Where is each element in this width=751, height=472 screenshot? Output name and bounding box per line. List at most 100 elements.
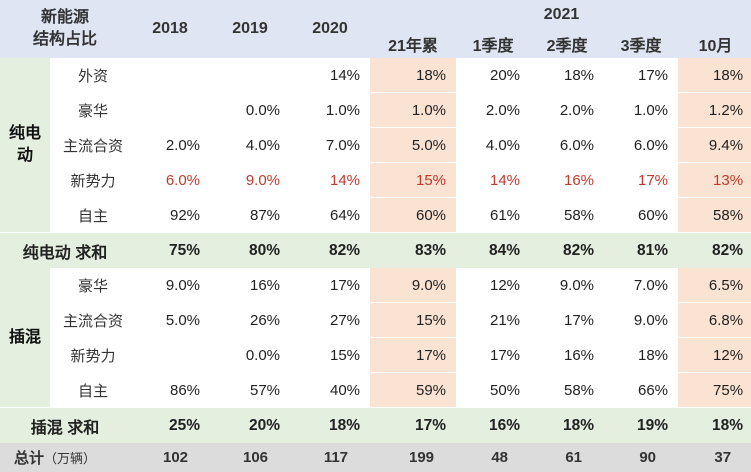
- table-cell: 5.0%: [370, 127, 457, 163]
- table-row: 自主 86% 57% 40% 59% 50% 58% 66% 75%: [0, 372, 751, 408]
- table-body: 纯电动外资 14% 18% 20% 18% 17% 18% 豪华 0.0% 1.0% 1.0% 2.0…: [0, 58, 751, 472]
- table-cell: 17%: [290, 268, 371, 303]
- row-label: 主流合资: [50, 127, 131, 163]
- table-cell: 1.0%: [370, 92, 457, 128]
- table-cell: 57%: [210, 372, 291, 408]
- table-row: 新势力 6.0% 9.0% 14% 15% 14% 16% 17% 13%: [0, 162, 751, 198]
- sum-cell: 19%: [604, 407, 679, 443]
- table-row: 自主 92% 87% 64% 60% 61% 58% 60% 58%: [0, 197, 751, 233]
- total-row: 总计（万辆） 102 106 117 199 48 61 90 37: [0, 443, 751, 472]
- table-cell: 9.0%: [130, 268, 211, 303]
- row-label: 外资: [50, 58, 131, 93]
- table-cell: 9.0%: [210, 162, 291, 198]
- table-cell: 9.4%: [678, 127, 751, 163]
- table-cell: 75%: [678, 372, 751, 408]
- total-cell: 48: [456, 443, 531, 472]
- table-cell: 18%: [678, 58, 751, 93]
- sum-cell: 18%: [530, 407, 605, 443]
- total-label: 总计（万辆）: [0, 443, 131, 472]
- period-header-q2: 2季度: [530, 30, 605, 58]
- table-cell: 17%: [530, 302, 605, 338]
- total-cell: 199: [370, 443, 457, 472]
- total-cell: 61: [530, 443, 605, 472]
- table-title-line2: 结构占比: [33, 31, 98, 48]
- sum-label: 插混 求和: [0, 407, 131, 443]
- table-cell: 17%: [604, 58, 679, 93]
- table-cell: 0.0%: [210, 337, 291, 373]
- sum-cell: 82%: [290, 232, 371, 268]
- group-label-line1: 纯电: [8, 125, 41, 142]
- table-cell: 87%: [210, 197, 291, 233]
- period-header-cumulative: 21年累: [370, 30, 457, 58]
- row-label: 豪华: [50, 268, 131, 303]
- sum-cell: 18%: [290, 407, 371, 443]
- group-label-line2: 动: [16, 147, 33, 164]
- group-label: 插混: [0, 268, 50, 408]
- table-row: 豪华 0.0% 1.0% 1.0% 2.0% 2.0% 1.0% 1.2%: [0, 92, 751, 128]
- row-label: 自主: [50, 197, 131, 233]
- table-cell: 27%: [290, 302, 371, 338]
- table-cell: 40%: [290, 372, 371, 408]
- table-row: 纯电动外资 14% 18% 20% 18% 17% 18%: [0, 58, 751, 233]
- table-cell: 14%: [456, 162, 531, 198]
- table-cell: 1.0%: [290, 92, 371, 128]
- table-cell: 2.0%: [456, 92, 531, 128]
- table-cell: 9.0%: [604, 302, 679, 338]
- table-cell: 0.0%: [210, 92, 291, 128]
- table-cell: 20%: [456, 58, 531, 93]
- total-label-text: 总计: [14, 450, 45, 467]
- total-cell: 102: [130, 443, 211, 472]
- row-label: 新势力: [50, 337, 131, 373]
- table-cell: 18%: [370, 58, 457, 93]
- table-cell: 92%: [130, 197, 211, 233]
- group-label-line1: 插混: [8, 328, 41, 346]
- table-cell: 7.0%: [290, 127, 371, 163]
- row-label: 主流合资: [50, 302, 131, 338]
- sum-cell: 20%: [210, 407, 291, 443]
- sum-cell: 16%: [456, 407, 531, 443]
- table-cell: 4.0%: [210, 127, 291, 163]
- table-row: 主流合资 5.0% 26% 27% 15% 21% 17% 9.0% 6.8%: [0, 302, 751, 338]
- table-cell: 4.0%: [456, 127, 531, 163]
- table-cell: 12%: [678, 337, 751, 373]
- total-unit: （万辆）: [44, 451, 97, 466]
- table-cell: 17%: [456, 337, 531, 373]
- table-cell: 6.0%: [604, 127, 679, 163]
- year-header-2019: 2019: [210, 0, 291, 58]
- sum-row: 纯电动 求和 75% 80% 82% 83% 84% 82% 81% 82%: [0, 232, 751, 268]
- year-header-2020: 2020: [290, 0, 371, 58]
- table-row: 插混 豪华 9.0% 16% 17% 9.0% 12% 9.0% 7.0% 6.5%: [0, 268, 751, 408]
- total-cell: 90: [604, 443, 679, 472]
- table-cell: [130, 92, 211, 128]
- table-cell: [130, 58, 211, 93]
- table-cell: 18%: [530, 58, 605, 93]
- table-cell: 17%: [370, 337, 457, 373]
- table-cell: 15%: [290, 337, 371, 373]
- table-cell: 15%: [370, 302, 457, 338]
- table-cell: 6.5%: [678, 268, 751, 303]
- sum-cell: 75%: [130, 232, 211, 268]
- sum-cell: 81%: [604, 232, 679, 268]
- sum-row: 插混 求和 25% 20% 18% 17% 16% 18% 19% 18%: [0, 407, 751, 443]
- row-label: 豪华: [50, 92, 131, 128]
- table-cell: 58%: [678, 197, 751, 233]
- sum-cell: 25%: [130, 407, 211, 443]
- table-cell: 6.8%: [678, 302, 751, 338]
- row-label: 自主: [50, 372, 131, 408]
- total-cell: 37: [678, 443, 751, 472]
- sum-cell: 80%: [210, 232, 291, 268]
- table-cell: [210, 58, 291, 93]
- sum-cell: 82%: [530, 232, 605, 268]
- table-cell: 17%: [604, 162, 679, 198]
- table-cell: 64%: [290, 197, 371, 233]
- sum-cell: 84%: [456, 232, 531, 268]
- year-header-2018: 2018: [130, 0, 211, 58]
- table-cell: 1.0%: [604, 92, 679, 128]
- sum-cell: 82%: [678, 232, 751, 268]
- table-cell: 15%: [370, 162, 457, 198]
- sum-label: 纯电动 求和: [0, 232, 131, 268]
- table-cell: 7.0%: [604, 268, 679, 303]
- table-cell: 16%: [530, 162, 605, 198]
- table-cell: 16%: [210, 268, 291, 303]
- table-cell: 60%: [370, 197, 457, 233]
